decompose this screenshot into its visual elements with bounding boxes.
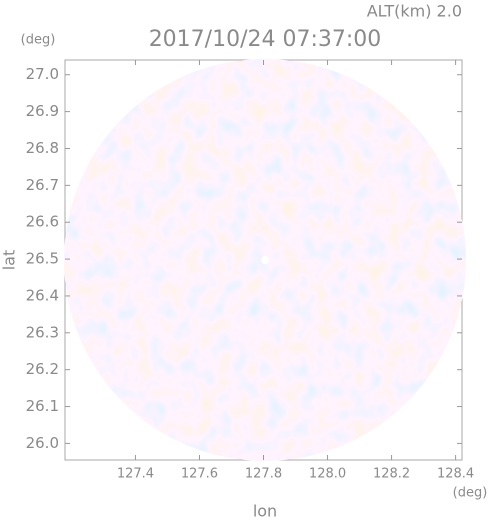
x-tick-label: 128.4 [437, 467, 474, 482]
y-tick-label: 26.6 [26, 213, 59, 231]
x-tick-label: 127.8 [245, 467, 282, 482]
y-axis-label: lat [0, 250, 19, 271]
y-tick-label: 26.2 [26, 360, 59, 378]
y-tick-label: 26.0 [26, 434, 59, 452]
y-tick-label: 26.4 [26, 286, 59, 304]
y-tick-label: 26.1 [26, 397, 59, 415]
x-tick-label: 128.0 [309, 467, 346, 482]
y-unit: (deg) [21, 33, 56, 48]
y-tick-label: 26.7 [26, 176, 59, 194]
radar-center [261, 256, 269, 264]
chart-title: 2017/10/24 07:37:00 [149, 27, 382, 52]
y-tick-label: 26.8 [26, 139, 59, 157]
y-tick-label: 26.3 [26, 323, 59, 341]
x-tick-label: 128.2 [373, 467, 410, 482]
x-unit: (deg) [453, 486, 488, 501]
x-tick-label: 127.6 [181, 467, 218, 482]
altitude: ALT(km) 2.0 [367, 2, 462, 21]
x-tick-label: 127.4 [117, 467, 154, 482]
y-tick-label: 27.0 [26, 65, 59, 83]
y-tick-label: 26.5 [26, 250, 59, 268]
y-tick-label: 26.9 [26, 102, 59, 120]
x-axis-label: lon [253, 502, 277, 521]
